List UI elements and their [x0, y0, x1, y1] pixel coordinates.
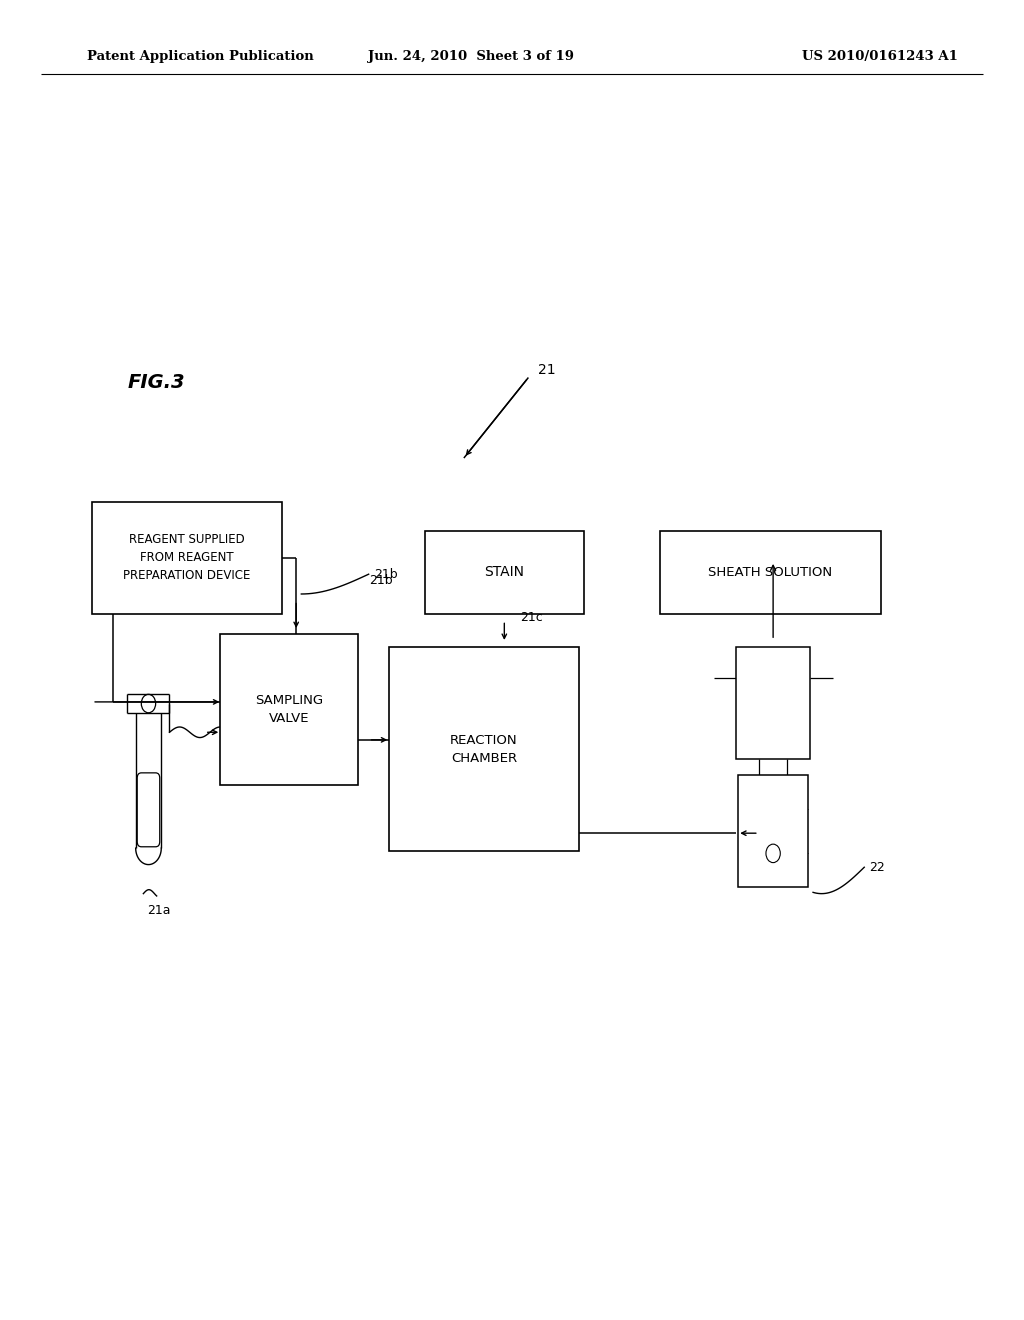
Text: 22: 22	[869, 861, 885, 874]
Text: REAGENT SUPPLIED
FROM REAGENT
PREPARATION DEVICE: REAGENT SUPPLIED FROM REAGENT PREPARATIO…	[123, 533, 251, 582]
Bar	[736, 647, 810, 759]
Bar	[425, 531, 584, 614]
Bar	[92, 502, 282, 614]
Bar	[389, 647, 579, 851]
Text: REACTION
CHAMBER: REACTION CHAMBER	[450, 734, 518, 764]
Text: STAIN: STAIN	[484, 565, 524, 579]
FancyBboxPatch shape	[137, 772, 160, 847]
Text: 21b: 21b	[374, 568, 397, 581]
Text: SAMPLING
VALVE: SAMPLING VALVE	[255, 694, 324, 725]
Text: 21b: 21b	[369, 574, 392, 587]
Text: Jun. 24, 2010  Sheet 3 of 19: Jun. 24, 2010 Sheet 3 of 19	[368, 50, 574, 63]
Text: Patent Application Publication: Patent Application Publication	[87, 50, 313, 63]
Text: SHEATH SOLUTION: SHEATH SOLUTION	[709, 566, 833, 578]
Bar	[660, 531, 881, 614]
Text: 21: 21	[538, 363, 555, 376]
Text: 21a: 21a	[147, 904, 170, 917]
Bar	[220, 634, 358, 785]
Text: 21c: 21c	[519, 611, 543, 623]
Bar	[738, 775, 808, 887]
Text: FIG.3: FIG.3	[128, 374, 185, 392]
Text: US 2010/0161243 A1: US 2010/0161243 A1	[802, 50, 957, 63]
